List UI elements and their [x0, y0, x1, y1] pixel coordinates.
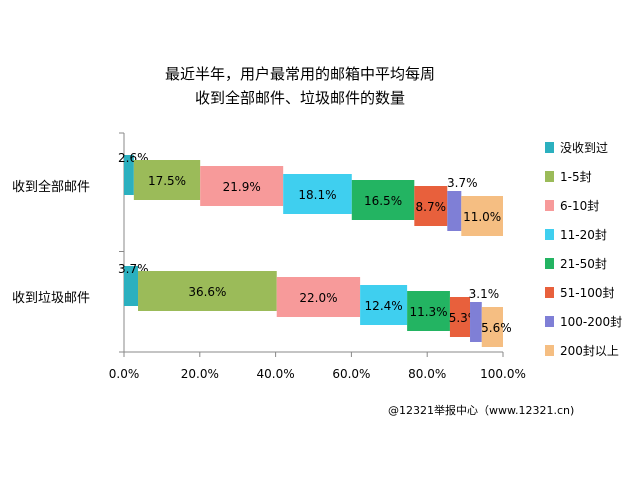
- data-label: 22.0%: [299, 291, 337, 305]
- legend-label: 100-200封: [560, 315, 623, 329]
- legend-label: 11-20封: [560, 228, 607, 242]
- legend-swatch: [545, 287, 554, 298]
- bar-segment: [124, 266, 139, 306]
- bar-segment: [124, 155, 134, 195]
- data-label: 16.5%: [364, 194, 402, 208]
- chart-title: 最近半年，用户最常用的邮箱中平均每周 收到全部邮件、垃圾邮件的数量: [90, 62, 510, 110]
- data-label: 11.0%: [463, 210, 501, 224]
- legend-label: 没收到过: [560, 141, 609, 155]
- bar-segment: [470, 302, 482, 342]
- legend-swatch: [545, 171, 554, 182]
- x-tick-label: 20.0%: [181, 367, 219, 381]
- legend-swatch: [545, 345, 554, 356]
- bar-segment: [351, 180, 415, 220]
- x-tick-label: 80.0%: [408, 367, 446, 381]
- chart-legend: 没收到过 1-5封 6-10封 11-20封 21-50封 51-100封 100-200封…: [545, 133, 640, 365]
- data-label: 11.3%: [409, 305, 447, 319]
- legend-item: 1-5封: [545, 162, 640, 191]
- legend-item: 11-20封: [545, 220, 640, 249]
- legend-item: 6-10封: [545, 191, 640, 220]
- data-label: 12.4%: [365, 299, 403, 313]
- category-label: 收到垃圾邮件: [12, 291, 90, 306]
- legend-swatch: [545, 142, 554, 153]
- x-tick-label: 40.0%: [257, 367, 295, 381]
- category-label: 收到全部邮件: [12, 179, 90, 195]
- legend-swatch: [545, 200, 554, 211]
- data-label: 3.1%: [469, 287, 500, 301]
- bar-segment: [449, 297, 471, 337]
- x-tick-label: 100.0%: [480, 367, 526, 381]
- legend-swatch: [545, 258, 554, 269]
- bar-segment: [447, 191, 462, 231]
- bar-segment: [360, 285, 408, 325]
- bar-segment: [133, 160, 201, 200]
- bar-segment: [414, 186, 448, 226]
- data-label: 21.9%: [223, 180, 261, 194]
- bar-segment: [461, 196, 503, 236]
- legend-label: 200封以上: [560, 344, 619, 358]
- bar-segment: [481, 307, 503, 347]
- legend-item: 100-200封: [545, 307, 640, 336]
- bar-segment: [283, 174, 352, 214]
- data-label: 5.6%: [481, 321, 512, 335]
- legend-item: 51-100封: [545, 278, 640, 307]
- legend-label: 6-10封: [560, 199, 600, 213]
- x-tick-label: 0.0%: [109, 367, 140, 381]
- data-label: 17.5%: [148, 174, 186, 188]
- bar-segment: [276, 277, 361, 317]
- bar-segment: [407, 291, 450, 331]
- chart-title-line-1: 最近半年，用户最常用的邮箱中平均每周: [164, 65, 435, 83]
- data-label: 36.6%: [188, 285, 226, 299]
- data-label: 18.1%: [298, 188, 336, 202]
- legend-label: 51-100封: [560, 286, 615, 300]
- legend-item: 21-50封: [545, 249, 640, 278]
- data-label: 3.7%: [447, 176, 478, 190]
- chart-title-line-2: 收到全部邮件、垃圾邮件的数量: [194, 89, 405, 107]
- legend-label: 21-50封: [560, 257, 607, 271]
- bar-segment: [200, 166, 284, 206]
- legend-label: 1-5封: [560, 170, 592, 184]
- x-tick-label: 60.0%: [332, 367, 370, 381]
- legend-swatch: [545, 229, 554, 240]
- bar-segment: [138, 271, 277, 311]
- legend-swatch: [545, 316, 554, 327]
- legend-item: 没收到过: [545, 133, 640, 162]
- legend-item: 200封以上: [545, 336, 640, 365]
- source-credit: @12321举报中心（www.12321.cn): [388, 404, 575, 417]
- data-label: 8.7%: [416, 200, 447, 214]
